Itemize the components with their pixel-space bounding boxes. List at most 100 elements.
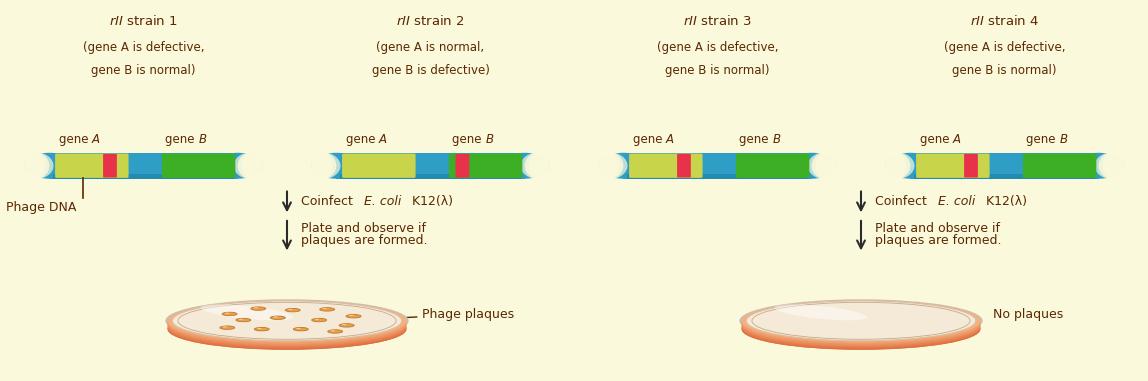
Ellipse shape [327, 330, 342, 333]
Ellipse shape [16, 152, 54, 179]
Text: K12(λ): K12(λ) [982, 195, 1026, 208]
Text: (gene A is normal,: (gene A is normal, [377, 41, 484, 54]
Ellipse shape [23, 153, 75, 179]
Ellipse shape [294, 327, 308, 331]
FancyBboxPatch shape [736, 154, 809, 178]
FancyBboxPatch shape [910, 153, 1099, 179]
Text: gene: gene [165, 133, 199, 146]
Ellipse shape [242, 152, 263, 179]
Ellipse shape [254, 307, 258, 309]
Ellipse shape [288, 309, 293, 310]
Ellipse shape [21, 152, 49, 179]
Ellipse shape [239, 319, 243, 320]
Ellipse shape [168, 304, 406, 345]
FancyBboxPatch shape [677, 154, 691, 178]
Text: Plate and observe if: Plate and observe if [301, 222, 426, 235]
Text: A: A [666, 133, 674, 146]
Text: gene: gene [920, 133, 953, 146]
FancyBboxPatch shape [915, 174, 1094, 179]
Text: E. coli: E. coli [364, 195, 402, 208]
Ellipse shape [172, 301, 402, 341]
Text: B: B [486, 133, 494, 146]
Ellipse shape [742, 305, 980, 346]
Text: gene: gene [59, 133, 92, 146]
Ellipse shape [882, 152, 910, 179]
Text: (gene A is defective,: (gene A is defective, [944, 41, 1065, 54]
FancyBboxPatch shape [456, 154, 470, 178]
Text: No plaques: No plaques [993, 308, 1063, 321]
Ellipse shape [236, 319, 250, 322]
Text: gene: gene [633, 133, 666, 146]
Ellipse shape [742, 300, 980, 341]
Text: gene: gene [739, 133, 773, 146]
Text: gene B is normal): gene B is normal) [665, 64, 770, 77]
Text: $rII$ strain 2: $rII$ strain 2 [396, 14, 465, 28]
Text: gene: gene [452, 133, 486, 146]
Ellipse shape [529, 152, 550, 179]
Ellipse shape [498, 153, 551, 179]
Ellipse shape [168, 301, 406, 343]
Text: Plate and observe if: Plate and observe if [875, 222, 1000, 235]
Text: Phage plaques: Phage plaques [321, 308, 514, 322]
Ellipse shape [233, 152, 271, 179]
Ellipse shape [225, 312, 230, 314]
Ellipse shape [785, 153, 838, 179]
FancyBboxPatch shape [162, 154, 235, 178]
FancyBboxPatch shape [342, 154, 416, 178]
Ellipse shape [165, 299, 409, 342]
Ellipse shape [1099, 152, 1127, 179]
Text: Coinfect: Coinfect [301, 195, 357, 208]
Ellipse shape [597, 153, 650, 179]
Ellipse shape [273, 316, 278, 318]
Ellipse shape [742, 301, 980, 343]
Ellipse shape [742, 306, 980, 347]
Ellipse shape [24, 152, 45, 179]
Text: Coinfect: Coinfect [875, 195, 931, 208]
Ellipse shape [255, 327, 269, 331]
Text: $rII$ strain 1: $rII$ strain 1 [109, 14, 178, 28]
Ellipse shape [595, 152, 623, 179]
Text: gene B is defective): gene B is defective) [372, 64, 489, 77]
Ellipse shape [884, 153, 937, 179]
FancyBboxPatch shape [103, 154, 117, 178]
Text: E. coli: E. coli [938, 195, 976, 208]
Ellipse shape [342, 324, 347, 325]
Ellipse shape [877, 152, 915, 179]
Text: gene: gene [1026, 133, 1060, 146]
Ellipse shape [742, 309, 980, 350]
Text: A: A [953, 133, 961, 146]
Ellipse shape [168, 300, 406, 341]
Ellipse shape [315, 319, 319, 320]
FancyBboxPatch shape [964, 154, 978, 178]
Ellipse shape [168, 307, 406, 349]
Text: B: B [199, 133, 207, 146]
Ellipse shape [812, 152, 840, 179]
Ellipse shape [257, 328, 262, 329]
FancyBboxPatch shape [54, 174, 233, 179]
Text: (gene A is defective,: (gene A is defective, [657, 41, 778, 54]
FancyBboxPatch shape [1023, 154, 1096, 178]
Text: K12(λ): K12(λ) [408, 195, 452, 208]
Ellipse shape [807, 152, 845, 179]
Ellipse shape [201, 304, 293, 320]
Ellipse shape [286, 309, 301, 312]
Ellipse shape [347, 315, 360, 318]
Ellipse shape [590, 152, 628, 179]
Ellipse shape [331, 330, 335, 331]
Ellipse shape [296, 328, 301, 329]
Ellipse shape [885, 152, 906, 179]
Text: B: B [1060, 133, 1068, 146]
Text: A: A [379, 133, 387, 146]
Text: plaques are formed.: plaques are formed. [301, 234, 427, 247]
FancyBboxPatch shape [628, 174, 807, 179]
Ellipse shape [312, 319, 326, 322]
Ellipse shape [168, 305, 406, 346]
FancyBboxPatch shape [341, 174, 520, 179]
Ellipse shape [742, 303, 980, 344]
Ellipse shape [168, 306, 406, 347]
Ellipse shape [520, 152, 558, 179]
Ellipse shape [323, 308, 327, 309]
FancyBboxPatch shape [336, 153, 525, 179]
Ellipse shape [816, 152, 837, 179]
Text: gene: gene [346, 133, 379, 146]
